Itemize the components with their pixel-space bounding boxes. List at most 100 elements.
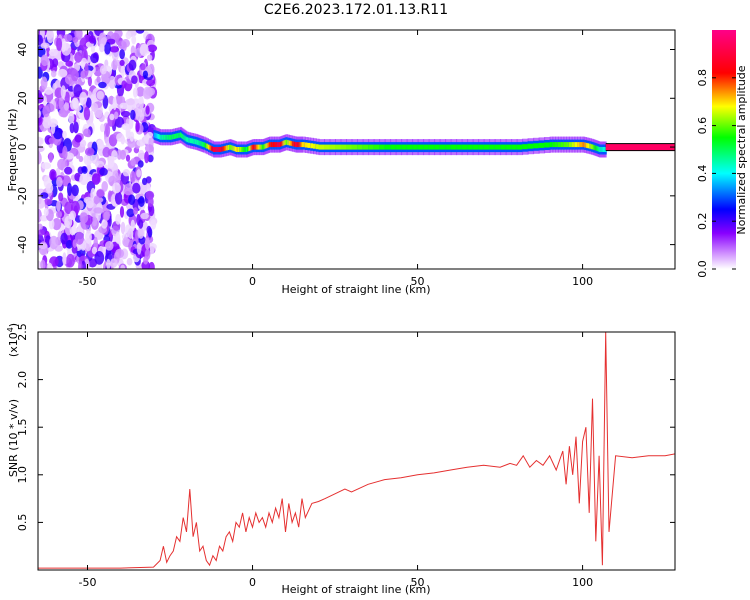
noise-blob <box>49 169 57 181</box>
ridge-core <box>549 142 554 148</box>
noise-blob <box>40 42 50 49</box>
snr-ytick-label: 0.5 <box>16 514 29 532</box>
noise-blob <box>56 176 63 188</box>
noise-blob <box>83 196 93 204</box>
noise-blob <box>45 183 54 194</box>
noise-blob <box>133 207 138 215</box>
ridge-core <box>183 134 186 140</box>
ridge-core <box>227 145 231 150</box>
ridge-core <box>584 142 587 148</box>
noise-blob <box>106 258 111 269</box>
ridge-core <box>299 142 302 148</box>
ridge-core <box>296 142 299 148</box>
noise-blob <box>109 113 115 121</box>
noise-blob <box>40 54 49 67</box>
ridge-core <box>395 144 403 150</box>
ridge-core <box>593 145 596 150</box>
ridge-core <box>587 143 591 149</box>
ridge-core <box>173 134 176 139</box>
ridge-core <box>346 144 353 150</box>
ridge-core <box>284 140 287 146</box>
noise-blob <box>38 242 48 250</box>
noise-blob <box>114 111 119 120</box>
noise-blob <box>48 152 53 163</box>
noise-blob <box>49 235 59 250</box>
ridge-core <box>288 140 292 146</box>
noise-blob <box>43 198 53 205</box>
noise-blob <box>42 118 52 129</box>
ridge-core <box>157 134 160 139</box>
noise-blob <box>135 111 145 122</box>
noise-blob <box>74 134 82 143</box>
noise-blob <box>123 183 134 196</box>
noise-blob <box>60 232 68 245</box>
ridge-core <box>245 147 248 152</box>
ridge-core <box>229 144 232 150</box>
noise-blob <box>125 98 135 106</box>
ridge-core <box>270 142 274 148</box>
ridge-core <box>313 143 317 149</box>
ridge-core <box>467 144 474 150</box>
ridge-core <box>494 144 502 150</box>
ridge-core <box>262 144 265 150</box>
ridge-core <box>201 141 204 147</box>
ridge-core <box>166 134 170 140</box>
ridge-core <box>233 146 236 152</box>
noise-blob <box>57 158 68 171</box>
noise-blob <box>62 130 67 139</box>
colorbar-tick-label: 0.2 <box>696 212 709 230</box>
heatmap-xtick-label: -50 <box>79 275 97 288</box>
ridge-core <box>600 147 603 152</box>
ridge-core <box>263 144 266 150</box>
ridge-core <box>251 145 254 150</box>
ridge-core <box>224 145 228 151</box>
noise-blob <box>60 85 66 99</box>
ridge-core <box>189 138 193 144</box>
noise-blob <box>74 51 83 63</box>
colorbar-tick-label: 0.0 <box>696 260 709 278</box>
ridge-core <box>456 144 463 150</box>
noise-blob <box>130 109 136 120</box>
noise-blob <box>94 160 105 168</box>
noise-blob <box>38 150 41 164</box>
noise-blob <box>126 208 135 218</box>
ridge-core <box>266 142 269 148</box>
ridge-core <box>280 141 283 147</box>
ridge-core <box>188 137 191 143</box>
noise-blob <box>114 191 123 205</box>
ridge-core <box>171 134 175 140</box>
noise-blob <box>140 183 147 194</box>
noise-blob <box>136 86 145 97</box>
noise-blob <box>40 215 48 222</box>
ridge-core <box>516 144 524 150</box>
ridge-core <box>265 143 268 149</box>
ridge-core <box>209 145 213 151</box>
noise-blob <box>138 219 144 229</box>
heatmap-ytick-label: -40 <box>16 236 29 254</box>
ridge-core <box>219 147 223 152</box>
noise-blob <box>136 242 142 255</box>
ridge-core <box>217 147 220 152</box>
noise-blob <box>38 223 43 231</box>
ridge-core <box>406 144 414 150</box>
noise-blob <box>136 169 142 178</box>
ridge-core <box>186 137 190 143</box>
noise-blob <box>61 38 67 53</box>
ridge-core <box>260 144 264 150</box>
colorbar-label: Normalized spectral amplitude <box>735 65 748 234</box>
heatmap-ylabel: Frequency (Hz) <box>6 109 19 192</box>
ridge-core <box>571 142 576 148</box>
noise-blob <box>132 87 138 98</box>
noise-blob <box>145 190 155 200</box>
noise-blob <box>40 76 48 90</box>
ridge-core <box>211 146 214 152</box>
ridge-core <box>264 143 267 149</box>
noise-blob <box>91 173 101 185</box>
noise-blob <box>129 131 135 142</box>
ridge-core <box>298 142 301 148</box>
ridge-core <box>595 145 598 151</box>
noise-blob <box>85 230 92 244</box>
noise-blob <box>121 123 131 131</box>
ridge-core <box>568 142 573 148</box>
noise-blob <box>120 264 126 269</box>
